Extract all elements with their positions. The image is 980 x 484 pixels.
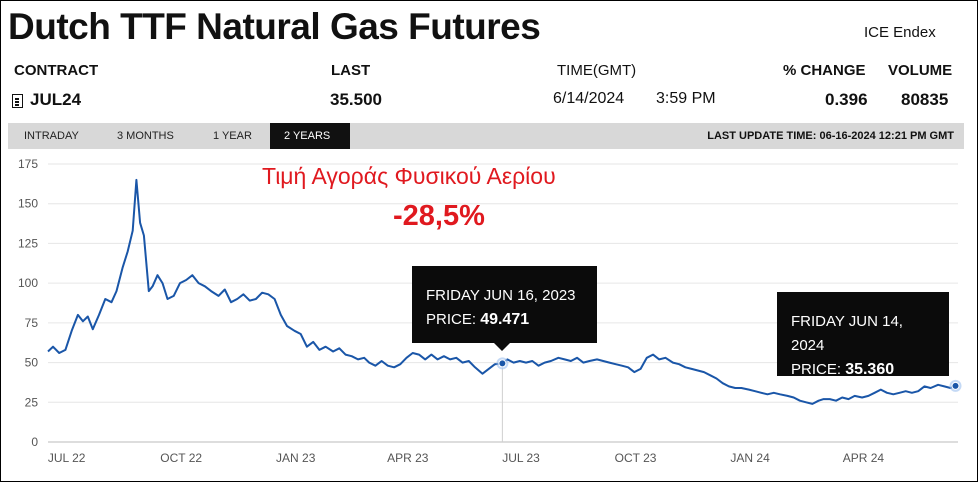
time-value: 3:59 PM: [656, 90, 716, 107]
tooltip-price-label: PRICE:: [426, 311, 477, 328]
y-tick-label: 75: [25, 316, 39, 330]
y-tick-label: 50: [25, 356, 39, 370]
tooltip-price-label: PRICE:: [791, 361, 842, 378]
tooltip-price-row: PRICE: 35.360: [791, 358, 935, 382]
y-tick-label: 100: [18, 276, 38, 290]
y-tick-label: 125: [18, 236, 38, 250]
last-value: 35.500: [330, 90, 382, 109]
volume-header: VOLUME: [888, 62, 953, 79]
x-tick-label: JUL 23: [502, 451, 540, 465]
annotation-change: -28,5%: [393, 200, 485, 232]
tab-intraday[interactable]: INTRADAY: [24, 130, 79, 142]
x-tick-label: JAN 23: [276, 451, 316, 465]
pct-change-header: % CHANGE: [783, 62, 866, 79]
x-tick-label: JUL 22: [48, 451, 86, 465]
tooltip-price-row: PRICE: 49.471: [426, 308, 583, 332]
x-tick-label: APR 24: [843, 451, 885, 465]
x-tick-label: OCT 22: [160, 451, 202, 465]
contract-header: CONTRACT: [14, 62, 99, 79]
exchange-label: ICE Endex: [864, 24, 936, 41]
highlight-point: [951, 381, 960, 390]
range-tabbar: INTRADAY 3 MONTHS 1 YEAR 2 YEARS LAST UP…: [8, 123, 964, 149]
tooltip-date: FRIDAY JUN 16, 2023: [426, 287, 576, 304]
price-series-line: [47, 178, 956, 405]
y-tick-label: 175: [18, 157, 38, 171]
tooltip-price: 35.360: [845, 361, 895, 378]
last-header: LAST: [331, 62, 371, 79]
tooltip-jun-2024: FRIDAY JUN 14, 2024 PRICE: 35.360: [777, 292, 949, 378]
document-icon: [12, 94, 23, 108]
date-value: 6/14/2024: [553, 90, 625, 107]
tooltip-date: FRIDAY JUN 14, 2024: [791, 313, 903, 354]
contract-value: JUL24: [30, 90, 82, 109]
time-header: TIME(GMT): [557, 62, 637, 79]
annotation-title: Τιμή Αγοράς Φυσικού Αερίου: [262, 163, 556, 189]
pct-change-value: 0.396: [825, 90, 868, 109]
tooltip-price: 49.471: [480, 311, 530, 328]
y-tick-label: 0: [31, 435, 38, 449]
page-title: Dutch TTF Natural Gas Futures: [8, 6, 541, 47]
tab-3-months[interactable]: 3 MONTHS: [117, 130, 174, 142]
last-update-time: LAST UPDATE TIME: 06-16-2024 12:21 PM GM…: [707, 130, 954, 142]
tab-1-year[interactable]: 1 YEAR: [213, 130, 252, 142]
highlight-point: [498, 359, 507, 368]
x-tick-label: JAN 24: [730, 451, 770, 465]
volume-value: 80835: [901, 90, 949, 109]
x-tick-label: OCT 23: [615, 451, 657, 465]
y-tick-label: 150: [18, 197, 38, 211]
tooltip-jun-2023: FRIDAY JUN 16, 2023 PRICE: 49.471: [412, 266, 597, 351]
y-tick-label: 25: [25, 395, 39, 409]
x-tick-label: APR 23: [387, 451, 429, 465]
tab-2-years[interactable]: 2 YEARS: [270, 123, 350, 149]
